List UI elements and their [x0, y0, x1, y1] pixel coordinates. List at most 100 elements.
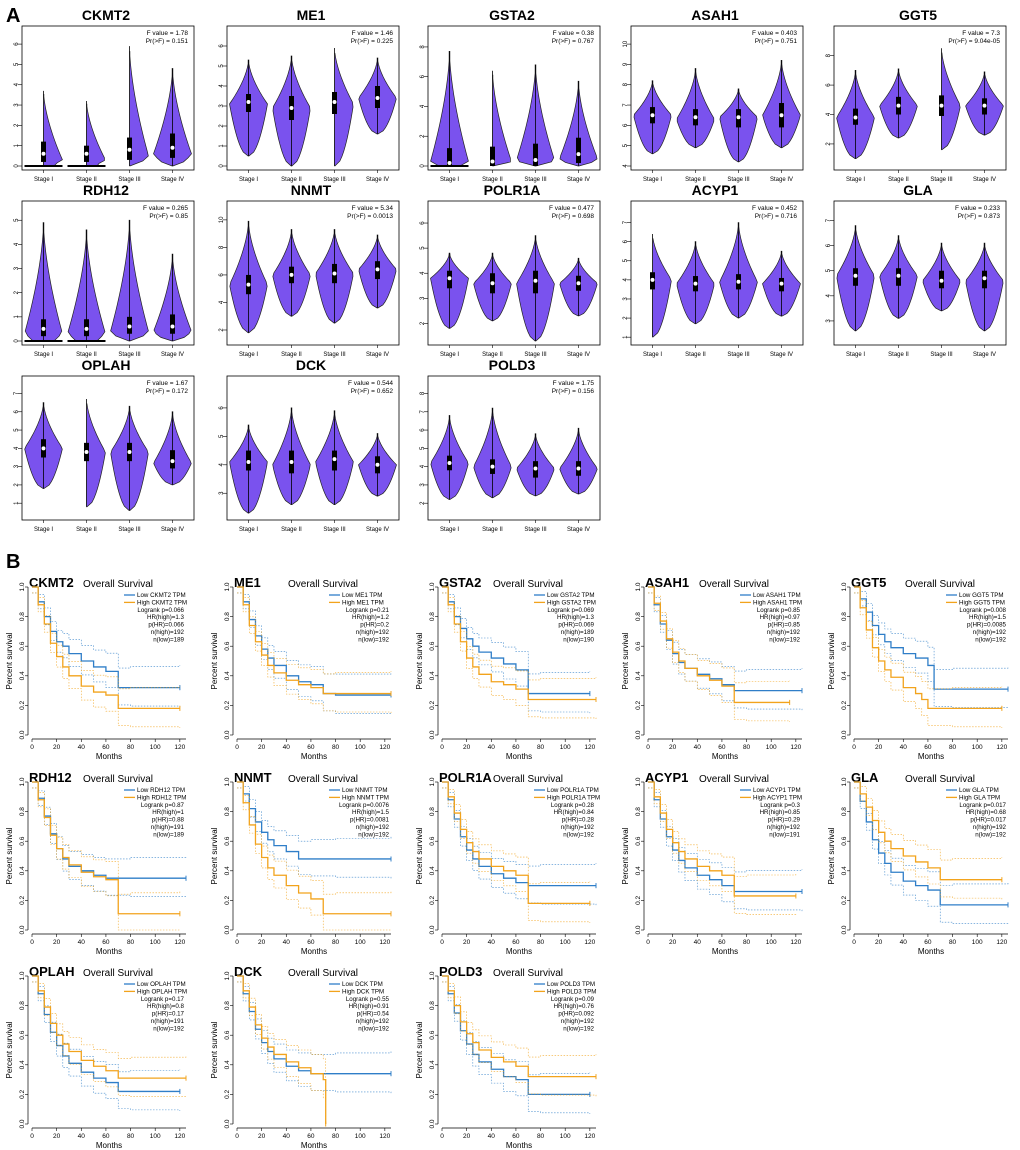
x-tick-label: 100	[560, 1133, 571, 1140]
y-tick-label: 10	[219, 216, 225, 223]
x-axis-label: Months	[506, 947, 532, 956]
x-tick-label: Stage I	[440, 527, 459, 533]
x-tick-label: Stage II	[482, 177, 503, 183]
x-tick-label: Stage IV	[161, 177, 184, 183]
y-tick-label: 0.6	[19, 836, 26, 845]
y-tick-label: 5	[14, 62, 20, 66]
violin-title: POLD3	[489, 357, 536, 373]
legend-stat: Logrank p=0.21	[346, 607, 390, 614]
y-tick-label: 0.0	[429, 1119, 436, 1128]
y-tick-label: 0.6	[841, 836, 848, 845]
legend-stat: n(low)=192	[358, 1025, 389, 1032]
y-tick-label: 1.0	[224, 777, 231, 786]
violin-shape	[941, 52, 961, 151]
x-tick-label: 0	[235, 1133, 239, 1140]
legend-stat: n(high)=191	[151, 824, 185, 831]
violin-median	[84, 450, 89, 454]
y-tick-label: 0.6	[429, 641, 436, 650]
x-tick-label: 20	[463, 744, 471, 751]
p-value-text: Pr(>F) = 0.652	[351, 388, 394, 395]
survival-plot-oplah: OPLAH Overall Survival 0.0 0.2 0.4 0.6 0.8 1.0 0…	[5, 964, 187, 1150]
survival-curve-high	[648, 781, 796, 897]
x-tick-label: 120	[584, 1133, 595, 1140]
x-axis-label: Months	[96, 947, 122, 956]
legend-stat: n(low)=192	[563, 831, 594, 838]
legend-stat: n(high)=192	[356, 629, 390, 636]
y-axis-label: Percent survival	[621, 827, 630, 884]
y-tick-label: 1.0	[841, 582, 848, 591]
legend-stat: Logrank p=0.066	[137, 607, 184, 614]
legend-entry: High GSTA2 TPM	[547, 599, 596, 606]
x-tick-label: 100	[560, 744, 571, 751]
ci-lower-high	[854, 592, 1003, 728]
survival-curve-high	[442, 586, 596, 701]
y-tick-label: 0.0	[19, 925, 26, 934]
violin-median	[693, 115, 698, 120]
y-tick-label: 0.8	[19, 1001, 26, 1010]
survival-gene-title: NNMT	[234, 770, 272, 785]
y-tick-label: 0.4	[224, 866, 231, 875]
y-tick-label: 2	[14, 123, 20, 127]
legend-stat: n(high)=192	[561, 1018, 595, 1025]
violin-median	[41, 446, 46, 451]
y-axis-label: Percent survival	[827, 827, 836, 884]
x-tick-label: 100	[355, 1133, 366, 1140]
x-tick-label: 20	[669, 939, 677, 946]
f-value-text: F value = 0.477	[549, 205, 594, 212]
x-tick-label: 0	[30, 939, 34, 946]
x-tick-label: 0	[440, 939, 444, 946]
x-tick-label: 60	[307, 939, 315, 946]
p-value-text: Pr(>F) = 0.0013	[347, 213, 393, 220]
violin-frame	[21, 375, 195, 521]
x-tick-label: 40	[78, 939, 86, 946]
y-tick-label: 1	[623, 335, 629, 339]
y-tick-label: 2	[420, 501, 426, 505]
legend-entry: Low POLD3 TPM	[547, 981, 595, 988]
violin-title: GLA	[903, 182, 933, 198]
y-tick-label: 3	[826, 319, 832, 323]
ci-lower-high	[237, 592, 392, 714]
legend-stat: p(HR)=0.29	[768, 817, 801, 824]
ci-lower-high	[648, 592, 790, 723]
f-value-text: F value = 0.233	[955, 205, 1000, 212]
y-tick-label: 1.0	[635, 777, 642, 786]
x-tick-label: 20	[53, 939, 61, 946]
ci-upper-high	[237, 781, 392, 895]
violin-median	[576, 466, 581, 471]
survival-gene-title: ME1	[234, 575, 261, 590]
y-tick-label: 0.0	[635, 730, 642, 739]
survival-gene-title: RDH12	[29, 770, 72, 785]
y-tick-label: 2	[623, 316, 629, 320]
y-tick-label: 6	[14, 42, 20, 46]
violin-title: OPLAH	[82, 357, 131, 373]
y-tick-label: 0.6	[429, 1030, 436, 1039]
violin-median	[170, 324, 175, 329]
x-tick-label: 60	[718, 744, 726, 751]
legend-entry: High NNMT TPM	[342, 794, 389, 801]
violin-median	[375, 462, 380, 467]
survival-subtitle: Overall Survival	[83, 774, 153, 785]
survival-subtitle: Overall Survival	[493, 774, 563, 785]
violin-frame	[21, 200, 195, 346]
survival-plot-dck: DCK Overall Survival 0.0 0.2 0.4 0.6 0.8 1.0 0 20…	[210, 964, 392, 1150]
survival-subtitle: Overall Survival	[905, 774, 975, 785]
legend-entry: Low NNMT TPM	[342, 787, 388, 794]
x-tick-label: 100	[972, 744, 983, 751]
x-tick-label: 80	[537, 744, 545, 751]
violin-shape	[652, 238, 672, 338]
violin-frame	[226, 200, 400, 346]
f-value-text: F value = 1.46	[352, 30, 394, 37]
violin-median	[982, 276, 987, 281]
y-tick-label: 5	[219, 434, 225, 438]
legend-stat: Logrank p=0.87	[141, 802, 185, 809]
y-tick-label: 7	[420, 409, 426, 413]
ci-lower-low	[32, 981, 181, 1112]
y-tick-label: 4	[14, 242, 20, 246]
legend-entry: Low ME1 TPM	[342, 592, 382, 599]
x-tick-label: 60	[102, 939, 110, 946]
x-tick-label: 60	[307, 1133, 315, 1140]
x-tick-label: 120	[584, 939, 595, 946]
violin-median	[576, 152, 581, 157]
x-tick-label: 40	[78, 744, 86, 751]
f-value-text: F value = 1.67	[147, 380, 189, 387]
